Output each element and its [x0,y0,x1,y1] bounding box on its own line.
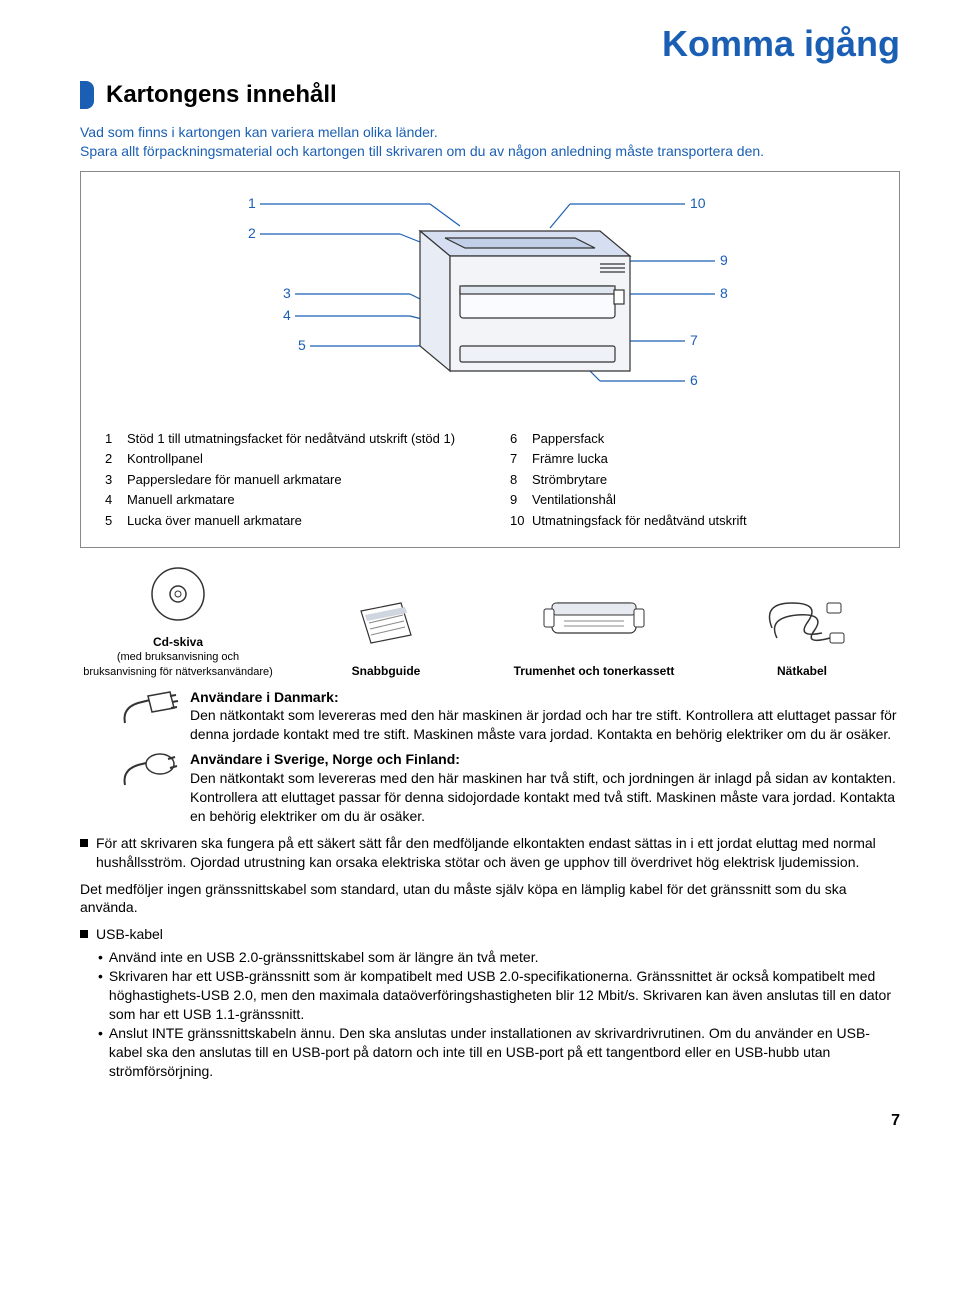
cable-icon [752,583,852,653]
callout-8: 8 [720,285,728,301]
callout-2: 2 [248,225,256,241]
accessories-row: Cd-skiva (med bruksanvisning och bruksan… [80,564,900,680]
heading-marker [80,81,94,109]
legend-text: Lucka över manuell arkmatare [127,512,302,530]
square-bullet-icon [80,839,88,847]
acc-label: Cd-skiva [80,634,276,650]
acc-cable: Nätkabel [704,583,900,679]
bullet-block: USB-kabel • Använd inte en USB 2.0-gränss… [80,925,900,1080]
sub-bullet-text: Använd inte en USB 2.0-gränssnittskabel … [109,948,539,967]
sub-bullets: • Använd inte en USB 2.0-gränssnittskabel… [98,948,900,1080]
notice-body: Den nätkontakt som levereras med den här… [190,707,897,742]
legend-text: Manuell arkmatare [127,491,235,509]
legend-text: Stöd 1 till utmatningsfacket för nedåtvä… [127,430,455,448]
sub-bullet-text: Anslut INTE gränssnittskabeln ännu. Den … [109,1024,900,1081]
callout-4: 4 [283,307,291,323]
notice-nordic: Användare i Sverige, Norge och Finland: … [120,750,900,826]
legend-num: 2 [105,450,127,468]
legend-row: 9Ventilationshål [510,491,875,509]
acc-label: Trumenhet och tonerkassett [496,663,692,679]
legend-row: 4Manuell arkmatare [105,491,470,509]
legend-row: 3Pappersledare för manuell arkmatare [105,471,470,489]
legend-text: Ventilationshål [532,491,616,509]
plug-3pin-icon [120,688,190,743]
acc-drum: Trumenhet och tonerkassett [496,583,692,679]
legend-text: Pappersfack [532,430,604,448]
callout-5: 5 [298,337,306,353]
bullet-text: För att skrivaren ska fungera på ett säk… [96,834,900,872]
legend-right-col: 6Pappersfack 7Främre lucka 8Strömbrytare… [510,430,875,533]
dot-icon: • [98,948,103,967]
acc-sublabel: (med bruksanvisning och bruksanvisning f… [80,650,276,680]
notice-text: Användare i Danmark: Den nätkontakt som … [190,688,900,745]
notice-body: Den nätkontakt som levereras med den här… [190,770,896,824]
sub-bullet-row: •Skrivaren har ett USB-gränssnitt som är… [98,967,900,1024]
diagram-container: 1 2 3 4 5 6 7 8 9 10 1Stöd 1 till utmatn… [80,171,900,548]
legend-num: 9 [510,491,532,509]
legend-text: Kontrollpanel [127,450,203,468]
callout-10: 10 [690,195,706,211]
legend-row: 1Stöd 1 till utmatningsfacket för nedåtv… [105,430,470,448]
callout-6: 6 [690,372,698,388]
acc-label: Nätkabel [704,663,900,679]
sub-bullet-row: • Använd inte en USB 2.0-gränssnittskabel… [98,948,900,967]
dot-icon: • [98,1024,103,1081]
printer-diagram: 1 2 3 4 5 6 7 8 9 10 [130,186,850,416]
acc-label: Snabbguide [288,663,484,679]
notice-text: Användare i Sverige, Norge och Finland: … [190,750,900,826]
legend-text: Strömbrytare [532,471,607,489]
legend-num: 10 [510,512,532,530]
intro-line-1: Vad som finns i kartongen kan variera me… [80,124,438,140]
legend-num: 3 [105,471,127,489]
cd-icon [148,564,208,624]
plug-2pin-icon [120,750,190,805]
section-heading: Kartongens innehåll [80,79,900,111]
guide-icon [351,593,421,653]
acc-guide: Snabbguide [288,593,484,679]
bullet-text: USB-kabel [96,925,163,944]
callout-7: 7 [690,332,698,348]
legend: 1Stöd 1 till utmatningsfacket för nedåtv… [105,430,875,533]
legend-text: Pappersledare för manuell arkmatare [127,471,342,489]
body-paragraph: Det medföljer ingen gränssnittskabel som… [80,880,900,918]
legend-num: 1 [105,430,127,448]
callout-9: 9 [720,252,728,268]
legend-num: 6 [510,430,532,448]
legend-left-col: 1Stöd 1 till utmatningsfacket för nedåtv… [105,430,470,533]
intro-text: Vad som finns i kartongen kan variera me… [80,123,900,161]
sub-bullet-text: Skrivaren har ett USB-gränssnitt som är … [109,967,900,1024]
bullet-row: För att skrivaren ska fungera på ett säk… [80,834,900,872]
page-title: Komma igång [0,0,960,79]
legend-row: 2Kontrollpanel [105,450,470,468]
legend-row: 5Lucka över manuell arkmatare [105,512,470,530]
legend-num: 7 [510,450,532,468]
drum-icon [534,583,654,653]
legend-num: 5 [105,512,127,530]
legend-row: 6Pappersfack [510,430,875,448]
page-number: 7 [80,1110,900,1132]
callout-1: 1 [248,195,256,211]
legend-text: Utmatningsfack för nedåtvänd utskrift [532,512,747,530]
notice-heading: Användare i Sverige, Norge och Finland: [190,751,460,767]
dot-icon: • [98,967,103,1024]
legend-text: Främre lucka [532,450,608,468]
callout-3: 3 [283,285,291,301]
square-bullet-icon [80,930,88,938]
acc-cd: Cd-skiva (med bruksanvisning och bruksan… [80,564,276,680]
heading-text: Kartongens innehåll [106,79,337,111]
bullet-row: USB-kabel [80,925,900,944]
legend-row: 7Främre lucka [510,450,875,468]
sub-bullet-row: •Anslut INTE gränssnittskabeln ännu. Den… [98,1024,900,1081]
legend-num: 4 [105,491,127,509]
legend-row: 10Utmatningsfack för nedåtvänd utskrift [510,512,875,530]
notice-denmark: Användare i Danmark: Den nätkontakt som … [120,688,900,745]
legend-num: 8 [510,471,532,489]
notice-heading: Användare i Danmark: [190,689,339,705]
intro-line-2: Spara allt förpackningsmaterial och kart… [80,143,764,159]
bullet-block: För att skrivaren ska fungera på ett säk… [80,834,900,872]
legend-row: 8Strömbrytare [510,471,875,489]
